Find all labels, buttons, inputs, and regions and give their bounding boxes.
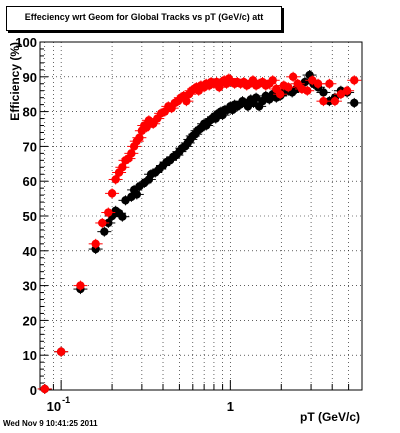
data-point bbox=[350, 76, 359, 85]
data-point bbox=[118, 212, 127, 221]
data-point bbox=[303, 86, 312, 95]
timestamp-footer: Wed Nov 9 10:41:25 2011 bbox=[3, 419, 98, 428]
data-point bbox=[100, 227, 109, 236]
data-point bbox=[350, 98, 359, 108]
red-series bbox=[37, 71, 362, 394]
x-axis-label: pT (GeV/c) bbox=[300, 410, 360, 424]
y-tick-label: 50 bbox=[23, 209, 37, 224]
data-point bbox=[111, 175, 120, 184]
data-point bbox=[268, 76, 277, 85]
x-tick-label: 1 bbox=[227, 399, 234, 414]
y-tick-label: 10 bbox=[23, 348, 37, 363]
data-point bbox=[325, 79, 334, 88]
data-point bbox=[91, 239, 100, 249]
data-point bbox=[288, 72, 298, 82]
data-point bbox=[40, 384, 49, 394]
y-tick-label: 40 bbox=[23, 244, 37, 259]
x-tick-label: 10 bbox=[47, 399, 61, 414]
data-point bbox=[104, 208, 113, 217]
y-axis-label: Efficiency (%) bbox=[8, 42, 22, 121]
data-series bbox=[37, 70, 362, 394]
data-point bbox=[330, 96, 340, 106]
data-point bbox=[107, 189, 117, 198]
y-tick-label: 60 bbox=[23, 174, 37, 189]
data-point bbox=[284, 83, 293, 92]
data-point bbox=[313, 79, 323, 88]
data-point bbox=[336, 90, 346, 99]
y-tick-label: 70 bbox=[23, 139, 37, 154]
data-point bbox=[275, 90, 285, 99]
y-tick-label: 90 bbox=[23, 70, 37, 85]
data-point bbox=[251, 93, 261, 102]
y-tick-label: 30 bbox=[23, 279, 37, 294]
data-point bbox=[127, 149, 136, 158]
y-tick-label: 0 bbox=[30, 383, 37, 398]
data-point bbox=[118, 163, 127, 172]
data-point bbox=[98, 218, 107, 228]
y-tick-label: 80 bbox=[23, 105, 37, 120]
y-tick-label: 20 bbox=[23, 313, 37, 328]
data-point bbox=[319, 96, 328, 106]
data-point bbox=[182, 96, 191, 106]
data-point bbox=[319, 88, 328, 97]
black-series bbox=[37, 70, 362, 394]
chart-title: Effeciency wrt Geom for Global Tracks vs… bbox=[24, 12, 264, 22]
data-point bbox=[76, 281, 85, 290]
data-point bbox=[342, 86, 352, 95]
data-point bbox=[56, 347, 66, 356]
y-tick-label: 100 bbox=[15, 35, 37, 50]
x-tick-label-exponent: -1 bbox=[62, 395, 70, 405]
chart-title-box: Effeciency wrt Geom for Global Tracks vs… bbox=[6, 6, 282, 31]
data-point bbox=[132, 190, 141, 199]
grid-lines bbox=[40, 41, 363, 391]
